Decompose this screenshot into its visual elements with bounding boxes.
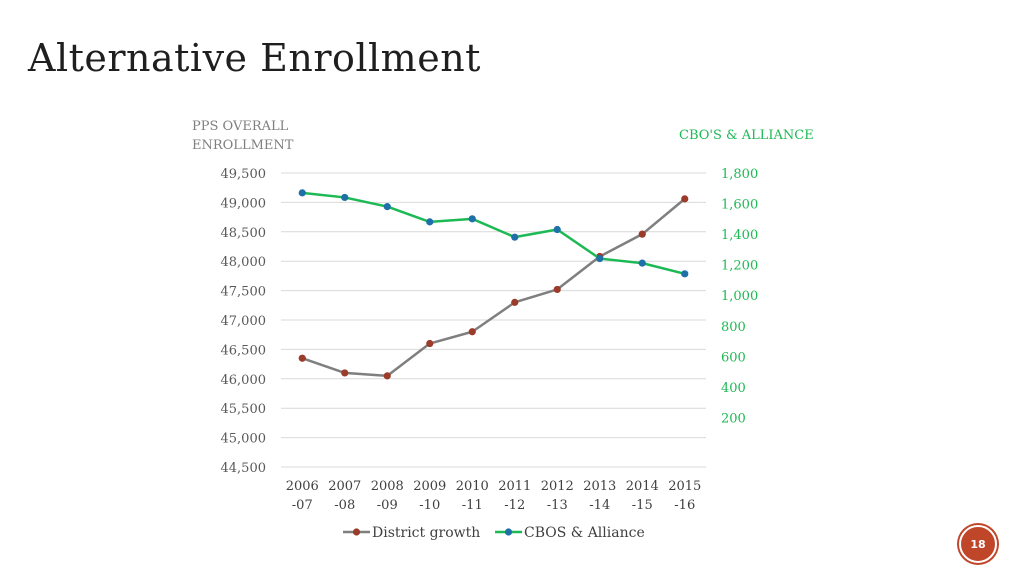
data-point-district-growth [426, 339, 434, 348]
data-point-district-growth [511, 298, 519, 306]
x-axis-tick-label: -09 [377, 498, 398, 513]
x-axis-tick-label: 2007 [328, 479, 361, 494]
x-axis-tick-label: 2006 [286, 479, 319, 494]
data-point-cbos-alliance [383, 203, 391, 211]
x-axis-tick-label: 2015 [668, 479, 701, 494]
left-axis-tick-label: 47,000 [221, 314, 267, 329]
x-axis-tick-label: -07 [292, 498, 313, 513]
data-point-cbos-alliance [681, 270, 689, 278]
left-axis-tick-label: 47,500 [221, 285, 267, 300]
x-axis-tick-label: 2008 [371, 479, 404, 494]
left-axis-tick-label: 48,000 [221, 255, 267, 270]
right-axis-tick-label: 800 [721, 320, 746, 335]
legend-marker [504, 528, 513, 536]
x-axis-tick-label: -14 [589, 498, 610, 513]
x-axis-tick-label: -16 [674, 498, 695, 513]
left-axis-tick-label: 49,500 [221, 167, 267, 182]
left-axis-tick-label: 49,000 [221, 196, 267, 211]
legend-label: CBOS & Alliance [524, 525, 645, 541]
left-axis-tick-label: 48,500 [221, 226, 267, 241]
data-point-cbos-alliance [596, 254, 604, 263]
x-axis-tick-label: 2011 [498, 479, 531, 494]
x-axis-tick-label: 2014 [626, 479, 659, 494]
data-point-district-growth [383, 372, 391, 380]
x-axis-tick-label: 2010 [456, 479, 489, 494]
data-point-district-growth [298, 354, 306, 362]
slide-title: Alternative Enrollment [28, 36, 481, 80]
right-axis-tick-label: 1,400 [721, 228, 758, 243]
left-axis-tick-label: 45,000 [221, 432, 267, 447]
data-point-district-growth [341, 369, 349, 377]
legend-label: District growth [372, 525, 480, 541]
x-axis-tick-label: -10 [419, 498, 440, 513]
data-point-cbos-alliance [553, 225, 561, 234]
right-axis-title: CBO'S & ALLIANCE [679, 128, 814, 143]
left-axis-title: PPS OVERALL [192, 119, 289, 134]
x-axis-tick-label: 2009 [413, 479, 446, 494]
series-line-cbos-alliance [302, 191, 686, 276]
right-axis-tick-label: 1,000 [721, 289, 758, 304]
x-axis-tick-label: -11 [462, 498, 483, 513]
data-point-district-growth [468, 328, 476, 336]
left-axis-title: ENROLLMENT [192, 138, 294, 153]
x-axis-tick-label: 2013 [583, 479, 616, 494]
right-axis-tick-label: 600 [721, 350, 746, 365]
data-point-cbos-alliance [341, 193, 349, 202]
series-line-district-growth [301, 197, 686, 378]
left-axis-tick-label: 44,500 [221, 461, 267, 476]
right-axis-tick-label: 1,600 [721, 198, 758, 213]
data-point-district-growth [553, 285, 561, 294]
data-point-cbos-alliance [511, 233, 519, 241]
x-axis-tick-label: -13 [547, 498, 568, 513]
left-axis-tick-label: 46,000 [221, 373, 267, 388]
data-point-cbos-alliance [298, 189, 306, 197]
data-point-district-growth [638, 230, 646, 238]
data-point-cbos-alliance [426, 218, 434, 226]
right-axis-tick-label: 200 [721, 411, 746, 426]
right-axis-tick-label: 1,200 [721, 259, 758, 274]
data-point-cbos-alliance [638, 259, 646, 267]
x-axis-tick-label: -08 [334, 498, 355, 513]
x-axis-tick-label: 2012 [541, 479, 574, 494]
right-axis-tick-label: 1,800 [721, 167, 758, 182]
left-axis-tick-label: 45,500 [221, 402, 267, 417]
legend-marker [352, 528, 361, 536]
data-point-cbos-alliance [468, 215, 476, 223]
left-axis-tick-label: 46,500 [221, 343, 267, 358]
data-point-district-growth [681, 195, 689, 203]
x-axis-tick-label: -15 [632, 498, 653, 513]
page-number-badge: 18 [959, 525, 997, 563]
right-axis-tick-label: 400 [721, 381, 746, 396]
x-axis-tick-label: -12 [504, 498, 525, 513]
